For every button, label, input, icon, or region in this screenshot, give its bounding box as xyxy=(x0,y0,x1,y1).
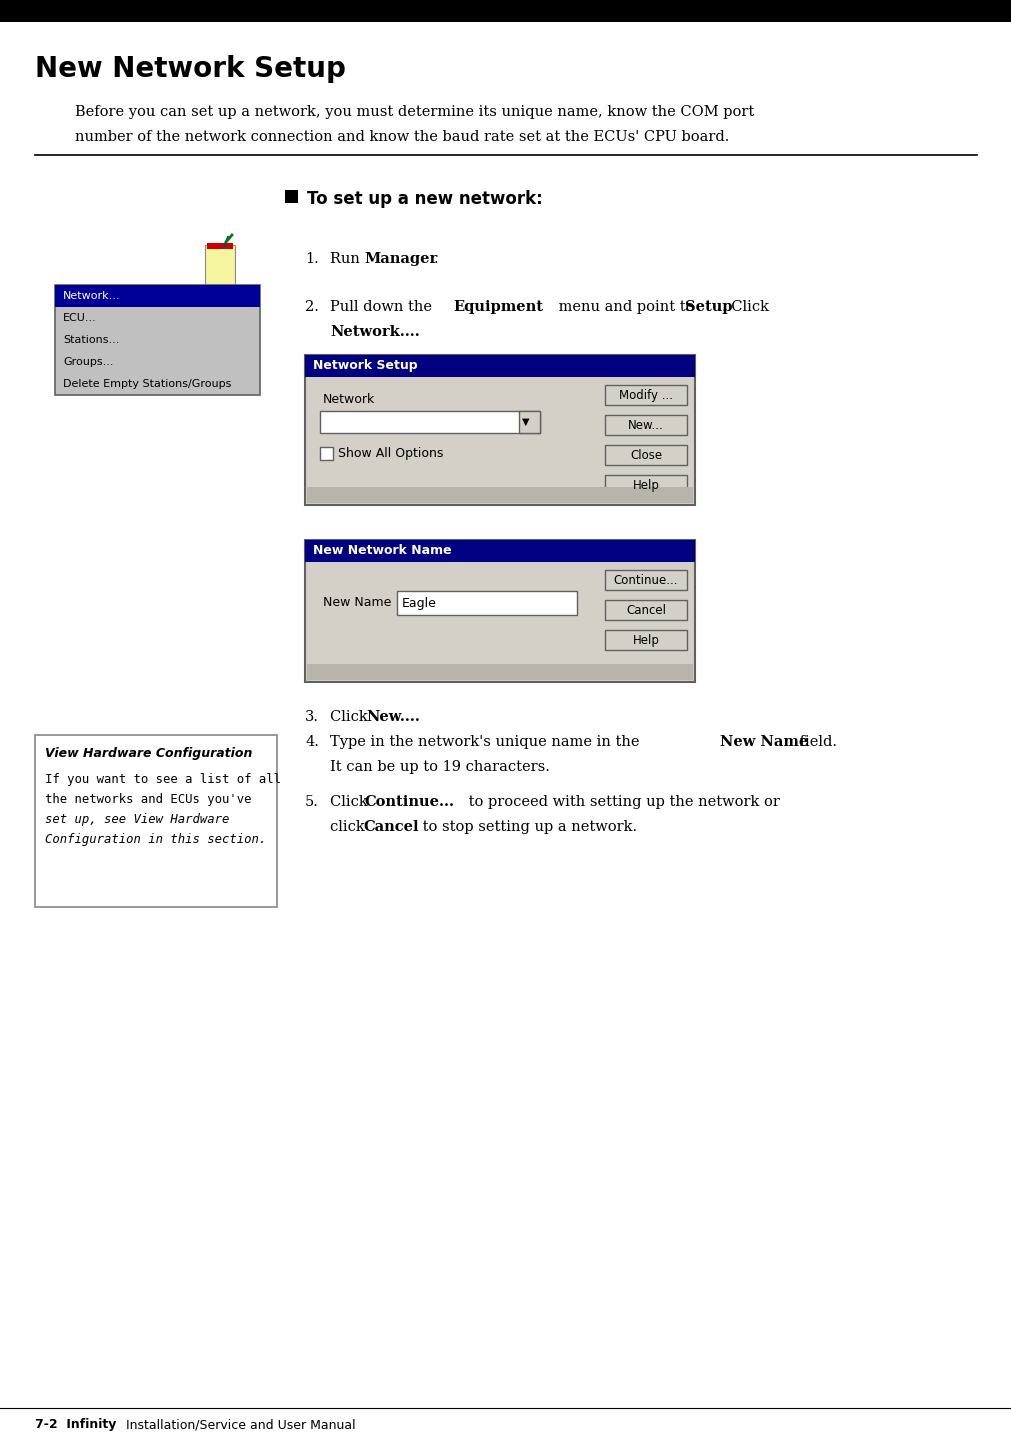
Bar xyxy=(319,411,540,432)
Text: 3.: 3. xyxy=(304,710,318,724)
Text: 2.: 2. xyxy=(304,299,318,314)
Text: Click: Click xyxy=(330,795,372,808)
Text: set up, see View Hardware: set up, see View Hardware xyxy=(44,813,229,826)
Text: Cancel: Cancel xyxy=(626,603,665,616)
Text: ▼: ▼ xyxy=(522,416,529,427)
Text: Manager: Manager xyxy=(364,252,437,266)
Text: menu and point to: menu and point to xyxy=(553,299,699,314)
Text: Before you can set up a network, you must determine its unique name, know the CO: Before you can set up a network, you mus… xyxy=(75,106,753,119)
Text: It can be up to 19 characters.: It can be up to 19 characters. xyxy=(330,761,549,774)
Text: field.: field. xyxy=(795,735,836,749)
Text: click: click xyxy=(330,820,369,834)
Text: Groups...: Groups... xyxy=(63,357,113,367)
Text: Close: Close xyxy=(629,448,661,461)
Bar xyxy=(304,356,695,505)
Bar xyxy=(519,411,540,432)
Bar xyxy=(304,539,695,683)
Text: Help: Help xyxy=(632,633,659,646)
Text: Eagle: Eagle xyxy=(401,597,437,610)
Text: ECU...: ECU... xyxy=(63,312,97,322)
Bar xyxy=(605,630,686,651)
Text: Continue...: Continue... xyxy=(613,574,677,587)
Bar xyxy=(207,243,233,249)
Text: New Network Setup: New Network Setup xyxy=(35,55,346,82)
Text: Pull down the: Pull down the xyxy=(330,299,436,314)
Text: New...: New... xyxy=(628,418,663,431)
Text: To set up a new network:: To set up a new network: xyxy=(306,189,542,208)
Text: New Network Name: New Network Name xyxy=(312,545,451,558)
Text: .: . xyxy=(434,252,438,266)
Bar xyxy=(605,600,686,620)
Text: 4.: 4. xyxy=(304,735,318,749)
Text: Network Setup: Network Setup xyxy=(312,360,418,373)
Bar xyxy=(396,591,576,615)
Bar xyxy=(605,385,686,405)
Text: number of the network connection and know the baud rate set at the ECUs' CPU boa: number of the network connection and kno… xyxy=(75,130,729,145)
Bar xyxy=(304,539,695,562)
Text: 1.: 1. xyxy=(304,252,318,266)
Text: Network....: Network.... xyxy=(330,325,420,338)
Bar xyxy=(306,487,693,503)
Text: New Name: New Name xyxy=(719,735,808,749)
Text: to stop setting up a network.: to stop setting up a network. xyxy=(418,820,637,834)
Bar xyxy=(605,415,686,435)
Bar xyxy=(55,285,260,395)
Text: Setup: Setup xyxy=(684,299,732,314)
Text: Configuration in this section.: Configuration in this section. xyxy=(44,833,266,846)
Text: Installation/Service and User Manual: Installation/Service and User Manual xyxy=(122,1419,355,1432)
Bar xyxy=(205,244,235,286)
Bar xyxy=(605,474,686,495)
Text: the networks and ECUs you've: the networks and ECUs you've xyxy=(44,792,252,805)
Text: Run: Run xyxy=(330,252,364,266)
Text: to proceed with setting up the network or: to proceed with setting up the network o… xyxy=(463,795,779,808)
Bar xyxy=(605,570,686,590)
Text: Network: Network xyxy=(323,393,375,406)
Text: View Hardware Configuration: View Hardware Configuration xyxy=(44,748,252,761)
Text: New Name: New Name xyxy=(323,596,391,609)
Bar xyxy=(35,735,277,907)
Text: . Click: . Click xyxy=(721,299,768,314)
Bar xyxy=(304,356,695,377)
Text: If you want to see a list of all: If you want to see a list of all xyxy=(44,774,281,787)
Text: Modify ...: Modify ... xyxy=(619,389,672,402)
Bar xyxy=(306,664,693,680)
Text: Click: Click xyxy=(330,710,372,724)
Text: Stations...: Stations... xyxy=(63,335,119,346)
Bar xyxy=(0,0,1011,22)
Text: Type in the network's unique name in the: Type in the network's unique name in the xyxy=(330,735,643,749)
Text: Show All Options: Show All Options xyxy=(338,447,443,460)
Bar xyxy=(319,447,333,460)
Bar xyxy=(605,445,686,466)
Text: Continue...: Continue... xyxy=(364,795,454,808)
Text: Cancel: Cancel xyxy=(363,820,419,834)
Text: Equipment: Equipment xyxy=(453,299,543,314)
Bar xyxy=(285,189,297,202)
Text: 5.: 5. xyxy=(304,795,318,808)
Text: New....: New.... xyxy=(366,710,420,724)
Text: 7-2  Infinity: 7-2 Infinity xyxy=(35,1419,116,1432)
Text: Network...: Network... xyxy=(63,291,120,301)
Bar xyxy=(55,285,260,307)
Text: Delete Empty Stations/Groups: Delete Empty Stations/Groups xyxy=(63,379,232,389)
Text: Help: Help xyxy=(632,479,659,492)
